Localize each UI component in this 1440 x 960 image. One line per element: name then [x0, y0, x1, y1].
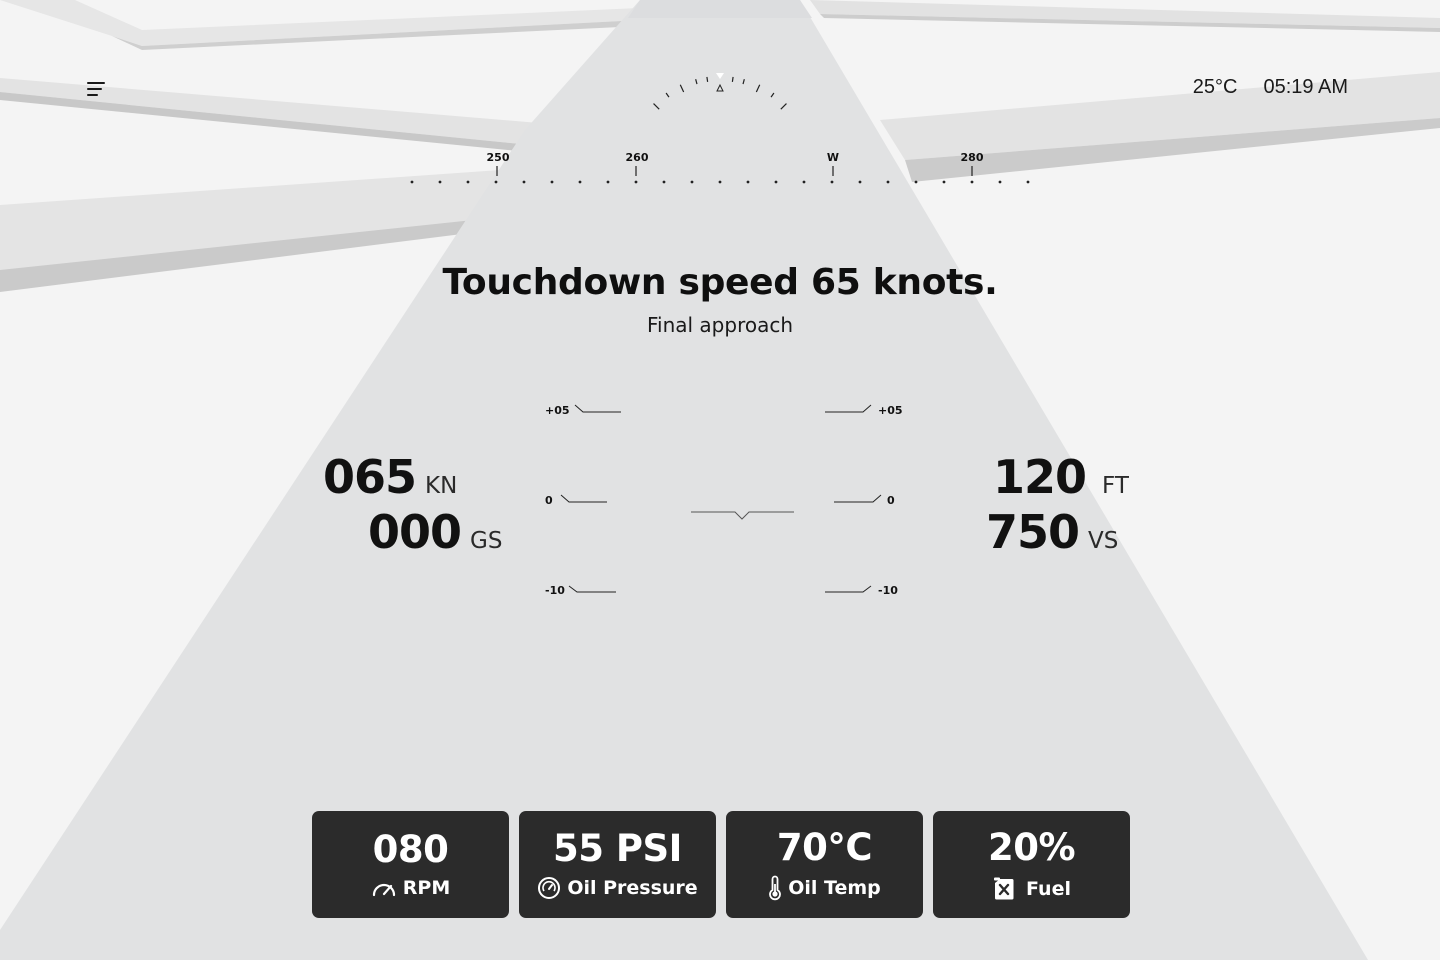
vertical-speed-readout: 750 VS: [986, 505, 1118, 559]
airspeed-unit: KN: [425, 473, 458, 499]
heading-tape: 250 260 W 280: [410, 73, 1030, 184]
flight-phase: Final approach: [646, 313, 794, 337]
menu-line: [87, 82, 105, 84]
heading-tape-dot: [634, 180, 638, 184]
status-bar: 25°C 05:19 AM: [1193, 76, 1348, 99]
bank-tick: [665, 92, 670, 98]
oil-pressure-value: 55 PSI: [553, 826, 682, 870]
heading-tape-dot: [662, 180, 666, 184]
heading-tape-dot: [746, 180, 750, 184]
heading-tape-dot: [914, 180, 918, 184]
altitude-value: 120: [993, 450, 1087, 504]
heading-tape-dot: [1026, 180, 1030, 184]
bank-zero-marker: [716, 73, 724, 79]
heading-tape-dot: [578, 180, 582, 184]
heading-tape-dot: [718, 180, 722, 184]
heading-tape-dot: [830, 180, 834, 184]
bank-tick: [731, 76, 734, 82]
heading-tape-dot: [410, 180, 414, 184]
groundspeed-readout: 000 GS: [368, 505, 502, 559]
fuel-label: Fuel: [1026, 877, 1071, 900]
oil-temp-label-row: Oil Temp: [768, 875, 881, 901]
engine-gauges: 080 RPM 55 PSI Oil Pressure 70°C: [312, 811, 1130, 918]
heading-tape-dot: [606, 180, 610, 184]
bank-pointer: [716, 83, 724, 92]
bank-tick: [770, 92, 775, 98]
heading-tape-dot: [998, 180, 1002, 184]
rpm-value: 080: [372, 827, 449, 871]
airspeed-value: 065: [323, 450, 417, 504]
outside-temperature: 25°C: [1192, 76, 1238, 98]
hamburger-menu-button[interactable]: [86, 80, 106, 98]
heading-tape-dot: [858, 180, 862, 184]
bank-tick: [755, 84, 761, 93]
heading-label: 260: [626, 151, 649, 164]
bank-angle-indicator: [653, 73, 787, 110]
heading-tape-dot: [466, 180, 470, 184]
pressure-gauge-icon: [538, 876, 561, 899]
rpm-card[interactable]: 080 RPM: [312, 811, 509, 918]
heading-tape-dot: [774, 180, 778, 184]
headline: Touchdown speed 65 knots.: [442, 262, 998, 303]
groundspeed-value: 000: [368, 505, 462, 559]
oil-pressure-label-row: Oil Pressure: [537, 876, 698, 900]
clock: 05:19 AM: [1263, 76, 1348, 98]
bank-tick: [706, 76, 709, 82]
vertical-speed-unit: VS: [1088, 528, 1119, 554]
heading-tape-dot: [942, 180, 946, 184]
heading-label: W: [827, 151, 839, 164]
heading-label: 250: [487, 151, 510, 164]
oil-pressure-label: Oil Pressure: [567, 876, 698, 899]
menu-line: [87, 94, 98, 96]
altitude-readout: 120 FT: [993, 450, 1129, 504]
groundspeed-unit: GS: [470, 528, 503, 554]
oil-temp-label: Oil Temp: [788, 876, 881, 899]
heading-tape-dots: [410, 180, 1030, 184]
fuel-card[interactable]: 20% Fuel: [933, 811, 1130, 918]
bank-tick: [679, 84, 685, 93]
heading-tape-dot: [494, 180, 498, 184]
heading-tape-dot: [522, 180, 526, 184]
heading-tape-ticks: [496, 166, 973, 176]
oil-temp-value: 70°C: [776, 825, 873, 869]
bank-tick: [653, 103, 660, 110]
speedometer-icon: [372, 883, 395, 896]
heading-tape-dot: [438, 180, 442, 184]
heading-tape-dot: [690, 180, 694, 184]
fuel-can-icon: [994, 877, 1014, 899]
oil-temp-card[interactable]: 70°C Oil Temp: [726, 811, 923, 918]
heading-tape-dot: [886, 180, 890, 184]
fuel-label-row: Fuel: [992, 877, 1071, 901]
bank-tick: [695, 79, 698, 85]
altitude-unit: FT: [1102, 473, 1129, 499]
thermometer-icon: [769, 875, 782, 900]
rpm-label-row: RPM: [371, 877, 450, 899]
rpm-label: RPM: [402, 876, 451, 899]
heading-tape-dot: [550, 180, 554, 184]
vertical-speed-value: 750: [986, 505, 1080, 559]
bank-tick: [780, 103, 787, 110]
oil-pressure-card[interactable]: 55 PSI Oil Pressure: [519, 811, 716, 918]
heading-tape-dot: [970, 180, 974, 184]
bank-tick: [742, 79, 745, 85]
heading-label: 280: [961, 151, 984, 164]
menu-line: [87, 88, 102, 90]
heading-tape-dot: [802, 180, 806, 184]
airspeed-readout: 065 KN: [323, 450, 457, 504]
fuel-value: 20%: [987, 825, 1076, 869]
